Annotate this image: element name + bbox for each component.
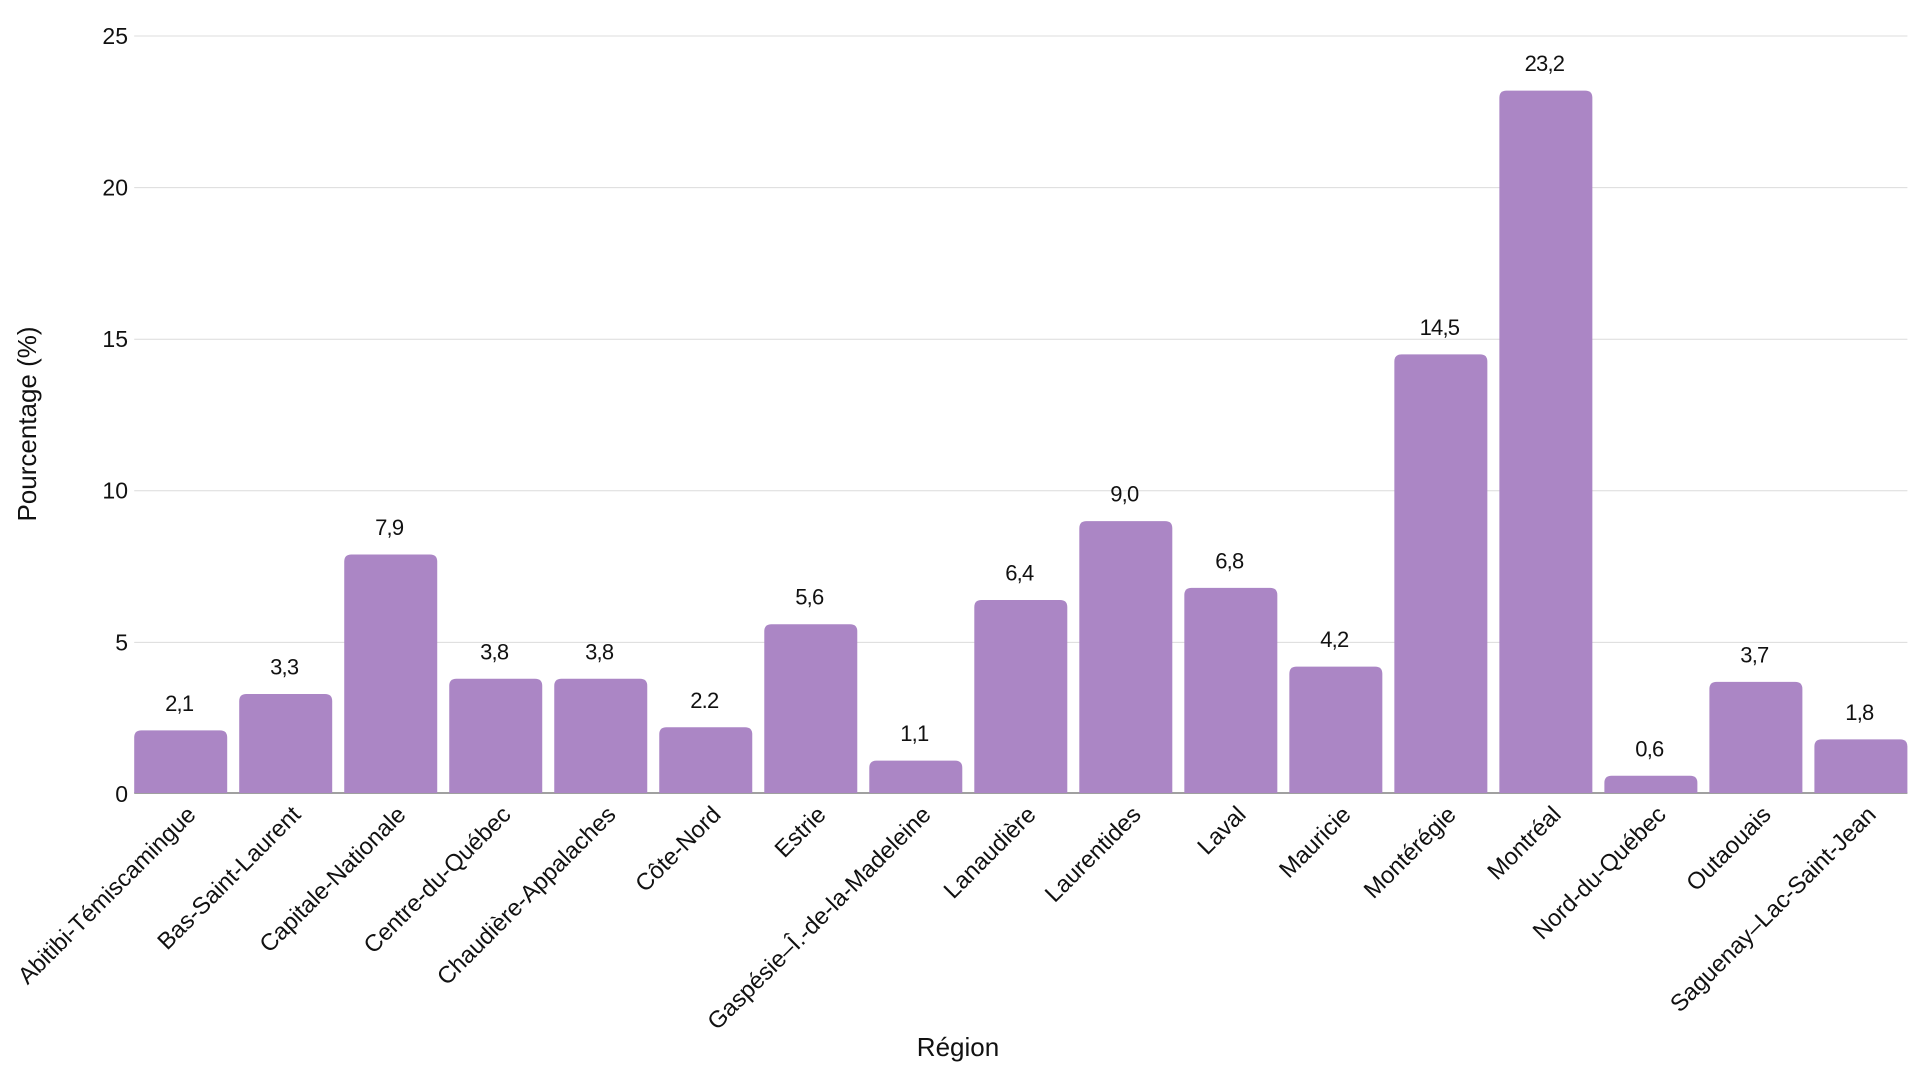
svg-text:3,3: 3,3 bbox=[270, 654, 299, 679]
svg-text:3,7: 3,7 bbox=[1740, 642, 1769, 667]
svg-text:1,8: 1,8 bbox=[1845, 700, 1874, 725]
svg-text:9,0: 9,0 bbox=[1110, 482, 1139, 507]
svg-text:2.2: 2.2 bbox=[690, 688, 719, 713]
svg-text:4,2: 4,2 bbox=[1320, 627, 1349, 652]
svg-text:2,1: 2,1 bbox=[165, 691, 194, 716]
svg-text:6,4: 6,4 bbox=[1005, 561, 1034, 586]
svg-text:6,8: 6,8 bbox=[1215, 548, 1244, 573]
svg-text:0: 0 bbox=[115, 781, 128, 807]
svg-text:Région: Région bbox=[917, 1032, 999, 1062]
svg-text:25: 25 bbox=[102, 23, 128, 49]
svg-text:15: 15 bbox=[102, 326, 128, 352]
svg-text:5,6: 5,6 bbox=[795, 585, 824, 610]
svg-text:0,6: 0,6 bbox=[1635, 736, 1664, 761]
svg-text:Pourcentage (%): Pourcentage (%) bbox=[12, 326, 42, 521]
svg-text:10: 10 bbox=[102, 478, 128, 504]
svg-text:3,8: 3,8 bbox=[480, 639, 509, 664]
svg-text:3,8: 3,8 bbox=[585, 639, 614, 664]
svg-text:5: 5 bbox=[115, 629, 128, 655]
svg-text:14,5: 14,5 bbox=[1420, 315, 1460, 340]
svg-text:1,1: 1,1 bbox=[900, 721, 929, 746]
svg-text:7,9: 7,9 bbox=[375, 515, 404, 540]
svg-text:20: 20 bbox=[102, 175, 128, 201]
svg-text:23,2: 23,2 bbox=[1525, 51, 1565, 76]
